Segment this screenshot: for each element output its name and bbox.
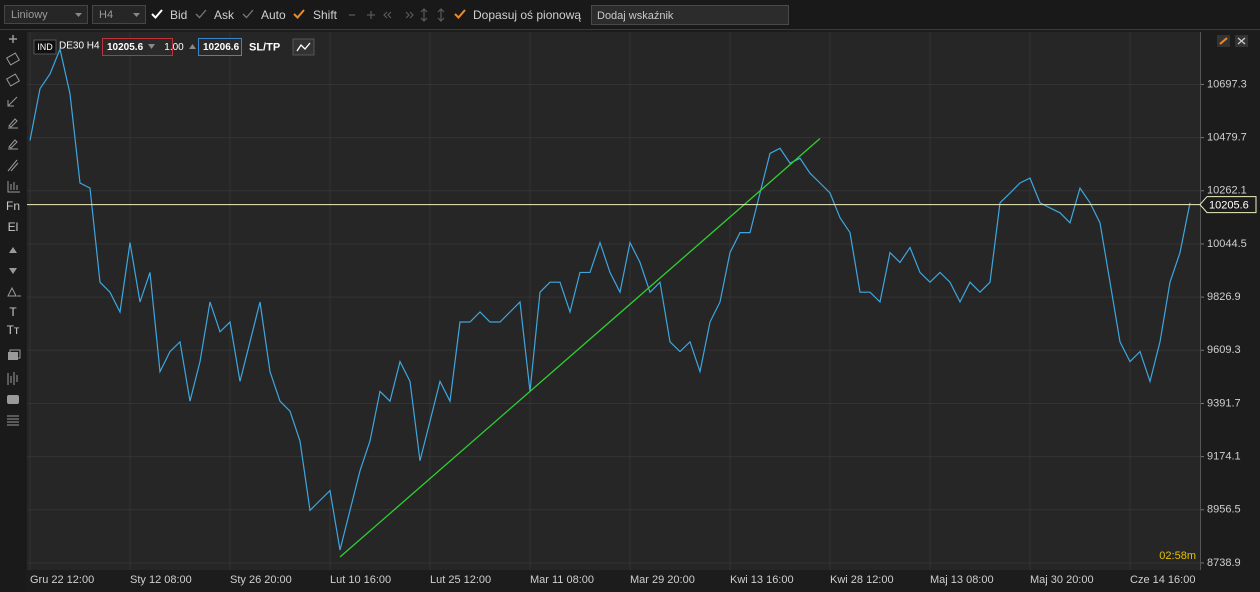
checkbox[interactable] <box>293 9 305 19</box>
instrument: DE30 H4 <box>59 41 100 52</box>
zoom-icons <box>349 8 445 22</box>
sidebar-label[interactable]: T <box>9 305 17 319</box>
sell-price[interactable]: 10205.6 <box>107 42 144 53</box>
y-tick-label: 10044.5 <box>1207 238 1247 250</box>
x-tick-label: Lut 10 16:00 <box>330 574 391 586</box>
interval-text: H4 <box>99 9 114 21</box>
arrow <box>148 44 155 49</box>
arrow <box>133 13 140 17</box>
y-tick-label: 8738.9 <box>1207 557 1241 569</box>
y-tick-label: 8956.5 <box>1207 504 1241 516</box>
y-tick-label: 10479.7 <box>1207 132 1247 144</box>
option[interactable]: Dopasuj oś pionową <box>473 8 582 22</box>
price-label-box <box>1199 196 1257 214</box>
buy-price[interactable]: 10206.6 <box>203 42 240 53</box>
sidebar-label[interactable]: Fn <box>6 199 20 213</box>
x-tick-label: Maj 30 20:00 <box>1030 574 1094 586</box>
icon <box>296 42 311 52</box>
volume[interactable]: 1.00 <box>164 42 184 53</box>
timer: 02:58m <box>1159 550 1196 562</box>
y-tick-label: 9391.7 <box>1207 397 1241 409</box>
buy-box[interactable] <box>198 38 242 56</box>
interval-select[interactable]: H4 <box>92 5 146 24</box>
x-tick-label: Gru 22 12:00 <box>30 574 94 586</box>
sltp[interactable]: SL/TP <box>249 41 280 53</box>
x-tick-label: Maj 13 08:00 <box>930 574 994 586</box>
tag-box <box>33 39 57 55</box>
x-tick-label: Mar 29 20:00 <box>630 574 695 586</box>
y-tick-label: 9174.1 <box>1207 451 1241 463</box>
y-tick-label: 9609.3 <box>1207 344 1241 356</box>
icon <box>1237 37 1246 45</box>
x-tick-label: Sty 12 08:00 <box>130 574 192 586</box>
y-tick-label: 10262.1 <box>1207 185 1247 197</box>
arrow <box>75 13 82 17</box>
style-select[interactable]: Liniowy <box>4 5 88 24</box>
option[interactable]: Ask <box>214 8 235 22</box>
sell-box[interactable] <box>102 38 173 56</box>
option[interactable]: Auto <box>261 8 286 22</box>
checkbox[interactable] <box>151 9 163 19</box>
y-tick-label: 9826.9 <box>1207 291 1241 303</box>
checkbox[interactable] <box>242 9 254 19</box>
x-tick-label: Sty 26 20:00 <box>230 574 292 586</box>
x-tick-label: Mar 11 08:00 <box>530 574 594 586</box>
indicator-input[interactable]: Dodaj wskaźnik <box>591 5 789 25</box>
y-tick-label: 10697.3 <box>1207 78 1247 90</box>
option[interactable]: Bid <box>170 8 188 22</box>
arrow <box>189 44 196 49</box>
x-tick-label: Kwi 28 12:00 <box>830 574 894 586</box>
sidebar <box>0 30 26 592</box>
x-tick-label: Kwi 13 16:00 <box>730 574 794 586</box>
trend-line <box>339 138 821 558</box>
checkbox[interactable] <box>195 9 207 19</box>
plot-area <box>27 32 1200 570</box>
icon <box>1219 37 1228 45</box>
tag: IND <box>37 42 53 52</box>
x-tick-label: Lut 25 12:00 <box>430 574 491 586</box>
style-text: Liniowy <box>11 9 48 21</box>
chart: Fn El T Tт 8738.9 8956.5 9174.1 9391.7 9609.… <box>0 30 1260 592</box>
price-label: 10205.6 <box>1209 199 1249 211</box>
option[interactable]: Shift <box>313 8 338 22</box>
checkbox[interactable] <box>454 9 466 19</box>
sidebar-label[interactable]: El <box>8 220 19 234</box>
price-line-series <box>29 47 1191 551</box>
toolbar: Liniowy H4 Bid Ask Auto Shift Dopasuj oś… <box>0 0 1260 30</box>
sidebar-icons <box>5 35 21 426</box>
sidebar-label[interactable]: Tт <box>7 323 20 337</box>
x-tick-label: Cze 14 16:00 <box>1130 574 1195 586</box>
